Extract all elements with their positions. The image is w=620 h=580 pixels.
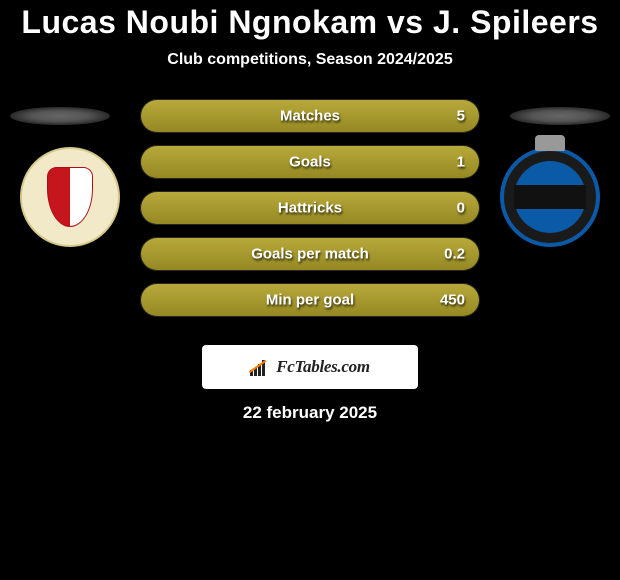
stat-bar-label: Hattricks	[141, 200, 479, 217]
stat-bars: Matches5Goals1Hattricks0Goals per match0…	[140, 99, 480, 329]
date-text: 22 february 2025	[0, 403, 620, 423]
page-title: Lucas Noubi Ngnokam vs J. Spileers	[0, 4, 620, 41]
branding-badge: FcTables.com	[202, 345, 418, 389]
club-logo-right	[500, 147, 600, 247]
comparison-area: Matches5Goals1Hattricks0Goals per match0…	[0, 99, 620, 339]
branding-arrow-icon	[250, 355, 270, 375]
stat-bar-label: Matches	[141, 108, 479, 125]
stat-bar-value-right: 450	[440, 292, 465, 309]
stat-bar: Min per goal450	[140, 283, 480, 317]
club-right-inner-icon	[514, 161, 586, 233]
club-right-crown-icon	[535, 135, 565, 151]
club-logo-left	[20, 147, 120, 247]
shadow-right	[510, 107, 610, 125]
stat-bar-value-right: 0	[457, 200, 465, 217]
stat-bar-label: Goals per match	[141, 246, 479, 263]
stat-bar-value-right: 5	[457, 108, 465, 125]
branding-text: FcTables.com	[276, 357, 370, 377]
comparison-widget: Lucas Noubi Ngnokam vs J. Spileers Club …	[0, 0, 620, 423]
shadow-left	[10, 107, 110, 125]
stat-bar: Goals per match0.2	[140, 237, 480, 271]
club-right-stripe-icon	[514, 185, 586, 209]
club-left-shield-icon	[47, 167, 93, 227]
page-subtitle: Club competitions, Season 2024/2025	[0, 51, 620, 69]
stat-bar-value-right: 0.2	[444, 246, 465, 263]
stat-bar-label: Goals	[141, 154, 479, 171]
stat-bar-label: Min per goal	[141, 292, 479, 309]
stat-bar-value-right: 1	[457, 154, 465, 171]
stat-bar: Matches5	[140, 99, 480, 133]
stat-bar: Goals1	[140, 145, 480, 179]
stat-bar: Hattricks0	[140, 191, 480, 225]
